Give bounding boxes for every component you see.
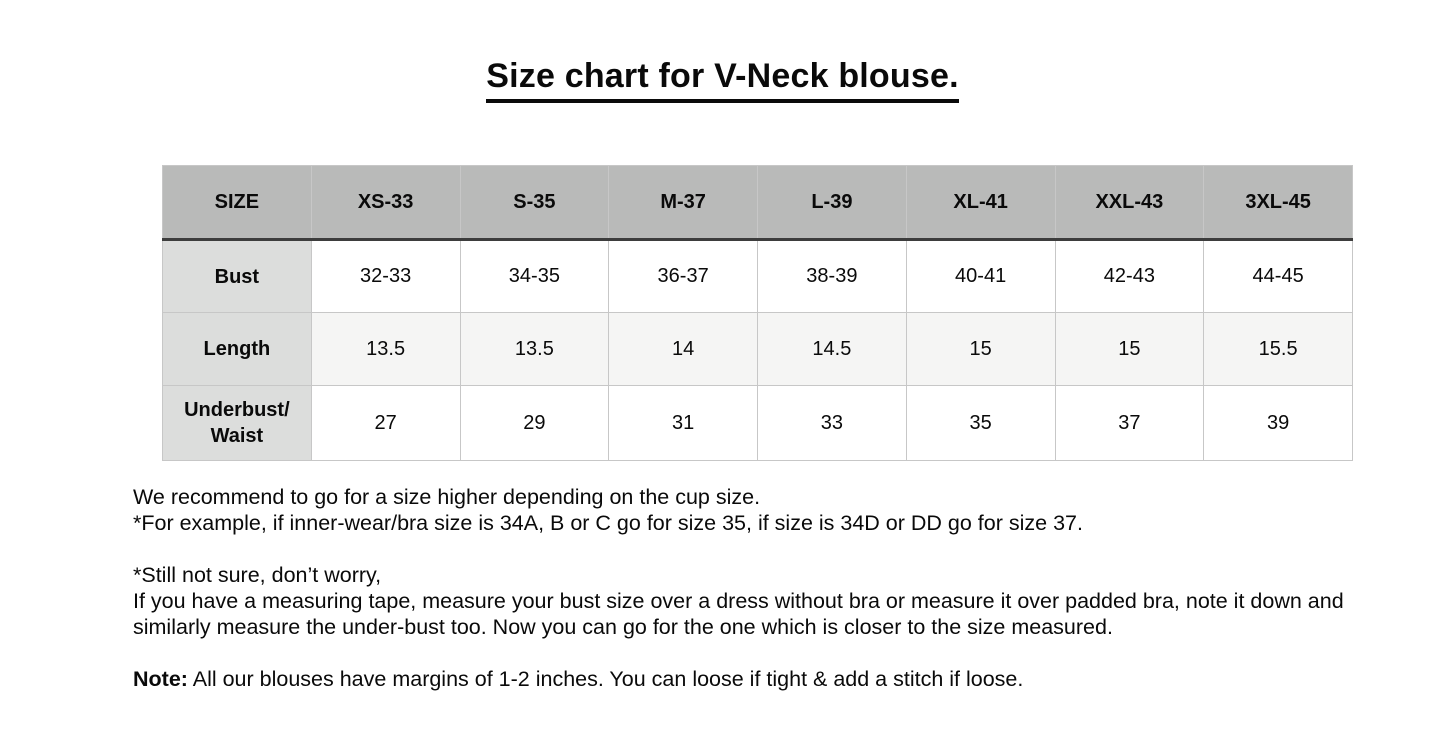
- measuring-line-1: *Still not sure, don’t worry,: [133, 563, 382, 587]
- table-cell: 29: [459, 385, 610, 461]
- row-label-length: Length: [162, 312, 312, 386]
- table-cell: 38-39: [757, 239, 907, 313]
- table-cell: 35: [905, 385, 1056, 461]
- title-container: Size chart for V-Neck blouse.: [0, 57, 1445, 103]
- table-cell: 27: [310, 385, 461, 461]
- note-paragraph: Note: All our blouses have margins of 1-…: [133, 666, 1363, 692]
- table-row-underbust: Underbust/ Waist 27 29 31 33 35 37 39: [162, 385, 1353, 461]
- table-cell: 31: [608, 385, 758, 461]
- row-label-underbust-waist: Underbust/ Waist: [162, 385, 312, 461]
- recommendation-paragraph: We recommend to go for a size higher dep…: [133, 484, 1363, 536]
- measuring-paragraph: *Still not sure, don’t worry, If you hav…: [133, 562, 1363, 640]
- size-chart-table: SIZE XS-33 S-35 M-37 L-39 XL-41 XXL-43 3…: [162, 165, 1353, 461]
- note-label: Note:: [133, 667, 188, 691]
- measuring-line-2: If you have a measuring tape, measure yo…: [133, 589, 1344, 639]
- table-cell: 32-33: [310, 239, 461, 313]
- table-cell: 34-35: [459, 239, 610, 313]
- table-cell: 15: [1054, 312, 1205, 386]
- note-text: All our blouses have margins of 1-2 inch…: [192, 667, 1024, 691]
- column-header-m: M-37: [608, 165, 758, 241]
- table-cell: 44-45: [1203, 239, 1353, 313]
- table-cell: 14: [608, 312, 758, 386]
- table-cell: 15.5: [1203, 312, 1353, 386]
- table-cell: 42-43: [1054, 239, 1205, 313]
- column-header-xs: XS-33: [310, 165, 461, 241]
- table-cell: 39: [1203, 385, 1353, 461]
- table-cell: 40-41: [905, 239, 1056, 313]
- column-header-size: SIZE: [162, 165, 312, 241]
- table-cell: 37: [1054, 385, 1205, 461]
- column-header-s: S-35: [459, 165, 610, 241]
- page-title: Size chart for V-Neck blouse.: [486, 57, 959, 103]
- notes-section: We recommend to go for a size higher dep…: [133, 484, 1363, 692]
- table-cell: 13.5: [310, 312, 461, 386]
- table-cell: 14.5: [757, 312, 907, 386]
- table-row-length: Length 13.5 13.5 14 14.5 15 15 15.5: [162, 312, 1353, 386]
- column-header-xl: XL-41: [905, 165, 1056, 241]
- header-row: SIZE XS-33 S-35 M-37 L-39 XL-41 XXL-43 3…: [162, 165, 1353, 241]
- table-cell: 36-37: [608, 239, 758, 313]
- column-header-3xl: 3XL-45: [1203, 165, 1353, 241]
- recommendation-line-2: *For example, if inner-wear/bra size is …: [133, 511, 1083, 535]
- table-cell: 15: [905, 312, 1056, 386]
- table-cell: 13.5: [459, 312, 610, 386]
- row-label-bust: Bust: [162, 239, 312, 313]
- table-row-bust: Bust 32-33 34-35 36-37 38-39 40-41 42-43…: [162, 239, 1353, 313]
- recommendation-line-1: We recommend to go for a size higher dep…: [133, 485, 761, 509]
- column-header-l: L-39: [757, 165, 907, 241]
- size-table-container: SIZE XS-33 S-35 M-37 L-39 XL-41 XXL-43 3…: [162, 165, 1353, 461]
- column-header-xxl: XXL-43: [1054, 165, 1205, 241]
- table-cell: 33: [757, 385, 907, 461]
